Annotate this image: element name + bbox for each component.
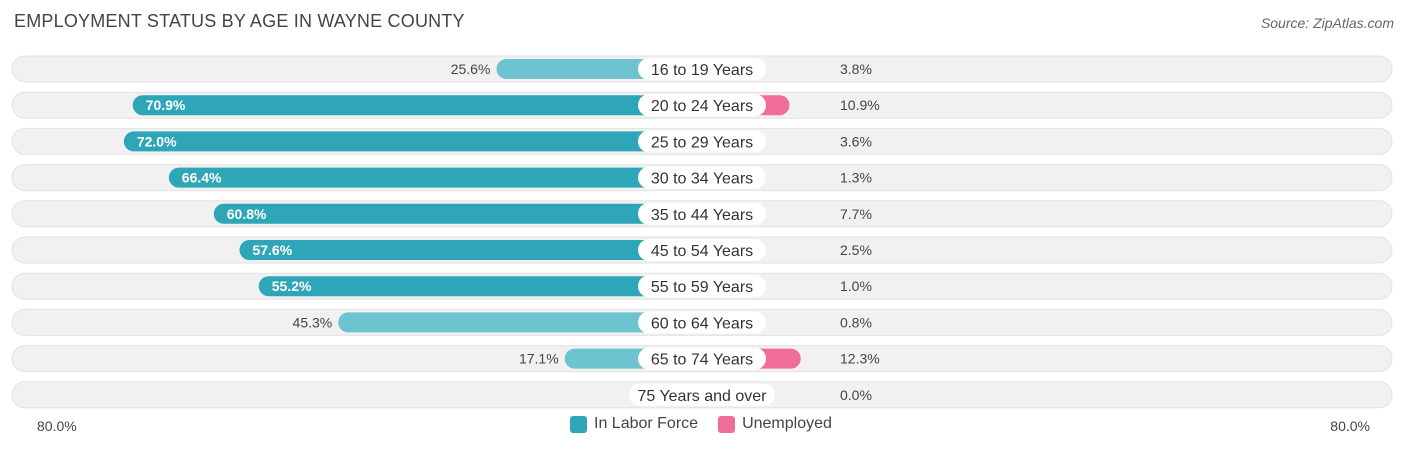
- value-label-labor-force: 60.8%: [227, 206, 267, 222]
- axis-left-label: 80.0%: [37, 418, 77, 434]
- legend-swatch-labor-force: [570, 415, 587, 433]
- category-label-background: [638, 347, 766, 370]
- bar-labor-force: [132, 95, 703, 116]
- value-label-unemployed: 1.3%: [840, 170, 872, 186]
- category-label: 25 to 29 Years: [651, 134, 753, 151]
- bar-labor-force: [168, 167, 703, 188]
- value-label-unemployed: 10.9%: [840, 97, 880, 113]
- legend-item-labor-force: In Labor Force: [570, 415, 698, 433]
- category-label: 16 to 19 Years: [651, 62, 753, 79]
- value-label-labor-force: 66.4%: [182, 170, 222, 186]
- category-label-background: [638, 58, 766, 80]
- legend-swatch-unemployed: [718, 415, 736, 433]
- chart-canvas: 25.6% 3.8% 16 to 19 Years 70.9% 10.9% 20 to 2…: [11, 55, 1393, 409]
- legend-label-unemployed: Unemployed: [742, 415, 832, 432]
- legend-label-labor-force: In Labor Force: [594, 415, 699, 432]
- category-label: 45 to 54 Years: [651, 243, 753, 260]
- category-label-background: [638, 166, 766, 189]
- bar-labor-force: [338, 312, 702, 333]
- category-label: 30 to 34 Years: [651, 171, 753, 188]
- value-label-unemployed: 3.6%: [840, 133, 872, 149]
- category-label: 35 to 44 Years: [651, 207, 753, 224]
- category-label: 20 to 24 Years: [651, 98, 753, 115]
- category-label: 55 to 59 Years: [651, 279, 753, 296]
- value-label-unemployed: 2.5%: [840, 242, 872, 258]
- category-label: 60 to 64 Years: [651, 315, 753, 332]
- value-label-unemployed: 12.3%: [840, 351, 880, 367]
- value-label-labor-force: 45.3%: [293, 314, 333, 330]
- chart-title: EMPLOYMENT STATUS BY AGE IN WAYNE COUNTY: [14, 11, 465, 31]
- category-label-background: [638, 94, 766, 117]
- category-label-background: [638, 275, 766, 298]
- value-label-labor-force: 57.6%: [252, 242, 292, 258]
- value-label-labor-force: 70.9%: [146, 97, 186, 113]
- category-label-background: [638, 202, 766, 225]
- category-label-background: [638, 130, 766, 153]
- value-label-labor-force: 25.6%: [451, 61, 491, 77]
- bar-labor-force: [239, 240, 703, 260]
- category-label: 75 Years and over: [638, 388, 768, 405]
- axis-right-label: 80.0%: [1330, 418, 1370, 434]
- legend-item-unemployed: Unemployed: [718, 415, 832, 433]
- source-label: Source: ZipAtlas.com: [1260, 15, 1394, 31]
- value-label-labor-force: 17.1%: [519, 351, 559, 367]
- bar-labor-force: [123, 131, 703, 152]
- legend: In Labor Force Unemployed: [570, 415, 852, 433]
- value-label-labor-force: 72.0%: [137, 133, 177, 149]
- value-label-labor-force: 55.2%: [272, 278, 312, 294]
- category-label: 65 to 74 Years: [651, 352, 753, 369]
- value-label-unemployed: 0.0%: [840, 387, 872, 403]
- value-label-unemployed: 0.8%: [840, 314, 872, 330]
- value-label-unemployed: 1.0%: [840, 278, 872, 294]
- category-label-background: [629, 383, 775, 406]
- category-label-background: [638, 239, 766, 261]
- category-label-background: [638, 311, 766, 334]
- bar-labor-force: [258, 276, 702, 297]
- value-label-unemployed: 7.7%: [840, 206, 872, 222]
- bar-labor-force: [213, 203, 702, 224]
- value-label-unemployed: 3.8%: [840, 61, 872, 77]
